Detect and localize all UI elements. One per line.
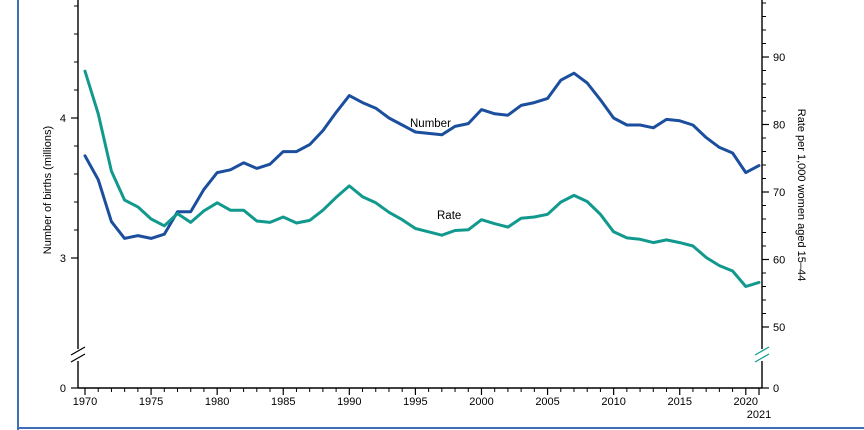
right-tick-label: 90 bbox=[773, 52, 785, 64]
x-tick-label: 2020 bbox=[734, 396, 758, 408]
page-border-left bbox=[17, 0, 19, 430]
x-tick-label: 1990 bbox=[337, 396, 361, 408]
right-axis-break bbox=[754, 346, 770, 356]
right-tick-label: 50 bbox=[773, 322, 785, 334]
left-tick-label: 3 bbox=[60, 253, 66, 265]
left-tick-label: 0 bbox=[60, 383, 66, 395]
x-tick-label: 2000 bbox=[469, 396, 493, 408]
x-tick-label: 2015 bbox=[667, 396, 691, 408]
x-tick-label: 1975 bbox=[139, 396, 163, 408]
number-series-label: Number bbox=[410, 118, 451, 130]
right-tick-label: 60 bbox=[773, 255, 785, 267]
left-axis-break bbox=[70, 353, 86, 363]
right-axis-title: Rate per 1,000 women aged 15–44 bbox=[795, 108, 807, 282]
rate-series-label: Rate bbox=[437, 210, 462, 222]
rate-line bbox=[83, 69, 761, 288]
right-tick-label: 0 bbox=[773, 383, 779, 395]
x-tick-label: 1970 bbox=[73, 396, 97, 408]
x-tick-label: 2010 bbox=[601, 396, 625, 408]
x-tick-label: 2005 bbox=[535, 396, 559, 408]
right-tick-label: 70 bbox=[773, 187, 785, 199]
x-tick-label: 1995 bbox=[403, 396, 427, 408]
left-tick-label: 4 bbox=[60, 113, 66, 125]
number-line bbox=[83, 71, 761, 240]
right-axis-break bbox=[754, 353, 770, 363]
x-axis-end-label: 2021 bbox=[746, 409, 772, 421]
left-axis-title: Number of births (millions) bbox=[42, 125, 54, 255]
page-border-bottom bbox=[17, 427, 864, 429]
x-tick-label: 1985 bbox=[271, 396, 295, 408]
left-axis-break bbox=[70, 346, 86, 356]
right-tick-label: 80 bbox=[773, 120, 785, 132]
x-tick-label: 1980 bbox=[205, 396, 229, 408]
